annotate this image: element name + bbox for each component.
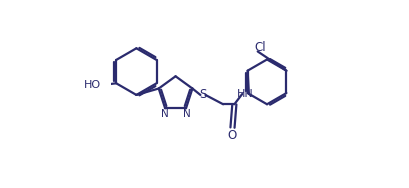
Text: O: O (228, 129, 237, 142)
Text: HO: HO (84, 80, 101, 90)
Text: Cl: Cl (255, 41, 266, 54)
Text: N: N (161, 109, 169, 119)
Text: S: S (199, 88, 206, 102)
Text: N: N (183, 109, 191, 119)
Text: HN: HN (237, 89, 254, 99)
